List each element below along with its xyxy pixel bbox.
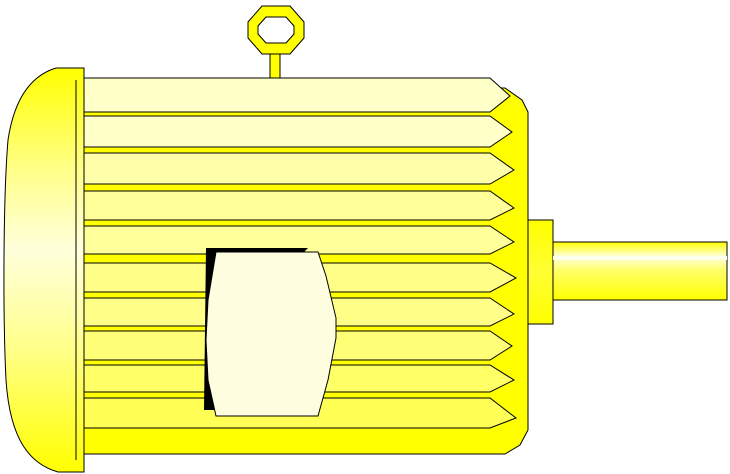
end-bell-cap — [3, 67, 85, 473]
lifting-eye-stem — [269, 51, 281, 81]
cooling-fin — [79, 152, 515, 185]
cooling-fin — [79, 190, 515, 221]
cooling-fin — [79, 77, 511, 113]
output-shaft — [552, 241, 728, 301]
terminal-box — [204, 248, 337, 417]
lifting-eye — [247, 5, 305, 81]
shaft-bearing-hub — [527, 219, 554, 325]
cooling-fin — [79, 115, 513, 148]
end-bell — [3, 67, 85, 473]
output-shaft-highlight — [553, 256, 727, 260]
cooling-fins — [79, 77, 518, 429]
terminal-box-cover — [205, 251, 337, 417]
lifting-eye-ring — [247, 5, 305, 55]
